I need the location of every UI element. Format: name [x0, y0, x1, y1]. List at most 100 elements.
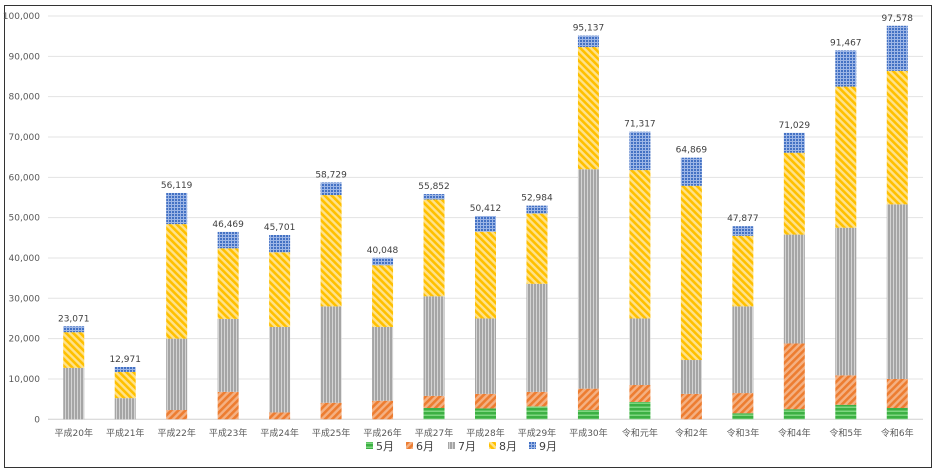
- bar-segment-6月: [577, 388, 599, 411]
- bar-segment-8月: [526, 213, 548, 284]
- bar-segment-9月: [732, 226, 754, 236]
- y-tick-label: 90,000: [9, 52, 41, 62]
- bar-segment-8月: [63, 332, 85, 368]
- x-tick-label: 平成24年: [260, 427, 298, 439]
- x-tick-label: 令和4年: [778, 427, 811, 439]
- x-tick-label: 平成20年: [55, 427, 93, 439]
- bar-segment-8月: [475, 231, 496, 319]
- legend-label: 9月: [539, 440, 557, 453]
- bar-segment-9月: [217, 231, 239, 249]
- bar-segment-9月: [783, 132, 805, 153]
- bar-segment-9月: [629, 131, 651, 171]
- bar-segment-9月: [886, 25, 908, 71]
- bar-segment-8月: [835, 86, 857, 228]
- y-axis-ticks: 0 10,000 20,000 30,000 40,000 50,000 60,000 70,…: [3, 12, 40, 425]
- chart-frame: [4, 5, 932, 468]
- total-data-label: 64,869: [676, 146, 708, 156]
- legend-swatch-5月: [366, 442, 373, 449]
- bar-segment-5月: [886, 408, 908, 420]
- bar-segment-5月: [835, 404, 857, 420]
- legend-label: 6月: [416, 440, 434, 453]
- bar-segment-6月: [886, 378, 908, 409]
- x-axis-ticks: 平成20年 平成21年 平成22年 平成23年 平成24年 平成25年 平成26年 平成27年…: [55, 427, 914, 439]
- total-data-label: 91,467: [830, 38, 862, 48]
- x-tick-label: 平成27年: [415, 427, 453, 439]
- y-tick-label: 50,000: [9, 214, 41, 224]
- bar-segment-8月: [577, 47, 599, 170]
- gridlines: [48, 15, 923, 420]
- total-data-label: 95,137: [573, 24, 605, 34]
- bar-segment-8月: [372, 265, 394, 327]
- total-data-label: 56,119: [161, 181, 193, 191]
- bar-segment-7月: [114, 398, 136, 420]
- x-tick-label: 平成22年: [157, 427, 195, 439]
- bar-segment-7月: [475, 318, 496, 394]
- x-tick-label: 平成28年: [466, 427, 504, 439]
- bar-segment-5月: [526, 406, 548, 420]
- bar-segment-6月: [166, 410, 188, 420]
- bar-segment-6月: [423, 395, 445, 409]
- bar-segment-8月: [680, 185, 702, 361]
- bar-segment-8月: [783, 152, 805, 235]
- bar-segment-6月: [680, 393, 702, 420]
- total-data-label: 40,048: [367, 246, 399, 256]
- total-data-label: 47,877: [727, 214, 759, 224]
- bar-segment-9月: [526, 205, 548, 214]
- bar-segment-8月: [166, 224, 188, 339]
- bar-segment-5月: [783, 409, 805, 420]
- total-data-label: 46,469: [212, 220, 244, 230]
- bar-segment-6月: [526, 391, 548, 407]
- data-labels: 23,071 12,971 56,119 46,469 45,701 58,729 40,0…: [58, 14, 913, 365]
- total-data-label: 52,984: [521, 194, 553, 204]
- bar-segment-9月: [269, 234, 291, 253]
- bar-segment-8月: [320, 195, 342, 307]
- total-data-label: 12,971: [109, 355, 141, 365]
- y-tick-label: 40,000: [9, 254, 41, 264]
- y-tick-label: 100,000: [3, 12, 40, 22]
- bar-segment-9月: [835, 50, 857, 87]
- total-data-label: 23,071: [58, 314, 90, 324]
- bar-segment-7月: [320, 306, 342, 403]
- bar-segment-8月: [732, 235, 754, 307]
- bar-segment-7月: [269, 326, 291, 413]
- bar-segment-7月: [680, 360, 702, 394]
- total-data-label: 71,317: [624, 120, 656, 130]
- x-tick-label: 平成21年: [106, 427, 144, 439]
- bar-segment-6月: [372, 400, 394, 420]
- bar-segment-6月: [783, 343, 805, 410]
- bar-segment-8月: [423, 199, 445, 297]
- legend-swatch-8月: [489, 442, 496, 449]
- bar-segment-7月: [835, 227, 857, 376]
- legend-swatch-7月: [448, 442, 455, 449]
- bar-segment-7月: [577, 169, 599, 389]
- bar-segment-9月: [320, 182, 342, 196]
- total-data-label: 97,578: [882, 14, 914, 24]
- bar-segment-8月: [886, 70, 908, 205]
- y-tick-label: 0: [34, 415, 40, 425]
- bars: [63, 25, 908, 420]
- y-tick-label: 20,000: [9, 335, 41, 345]
- bar-segment-7月: [166, 338, 188, 411]
- bar-segment-5月: [577, 410, 599, 420]
- bar-segment-8月: [217, 248, 239, 319]
- bar-segment-7月: [629, 318, 651, 386]
- x-tick-label: 平成29年: [518, 427, 556, 439]
- x-tick-label: 令和元年: [622, 427, 658, 439]
- bar-segment-7月: [886, 204, 908, 379]
- bar-segment-6月: [732, 393, 754, 414]
- total-data-label: 50,412: [470, 204, 502, 214]
- legend-label: 5月: [376, 440, 394, 453]
- bar-segment-5月: [629, 401, 651, 420]
- bar-segment-7月: [732, 306, 754, 394]
- bar-segment-7月: [783, 234, 805, 344]
- x-tick-label: 令和5年: [829, 427, 862, 439]
- bar-segment-9月: [577, 35, 599, 48]
- bar-segment-6月: [217, 391, 239, 420]
- bar-segment-7月: [63, 367, 85, 420]
- bar-segment-8月: [114, 371, 136, 399]
- y-tick-label: 10,000: [9, 375, 41, 385]
- legend-label: 8月: [499, 440, 517, 453]
- x-tick-label: 平成25年: [312, 427, 350, 439]
- bar-segment-8月: [629, 170, 651, 319]
